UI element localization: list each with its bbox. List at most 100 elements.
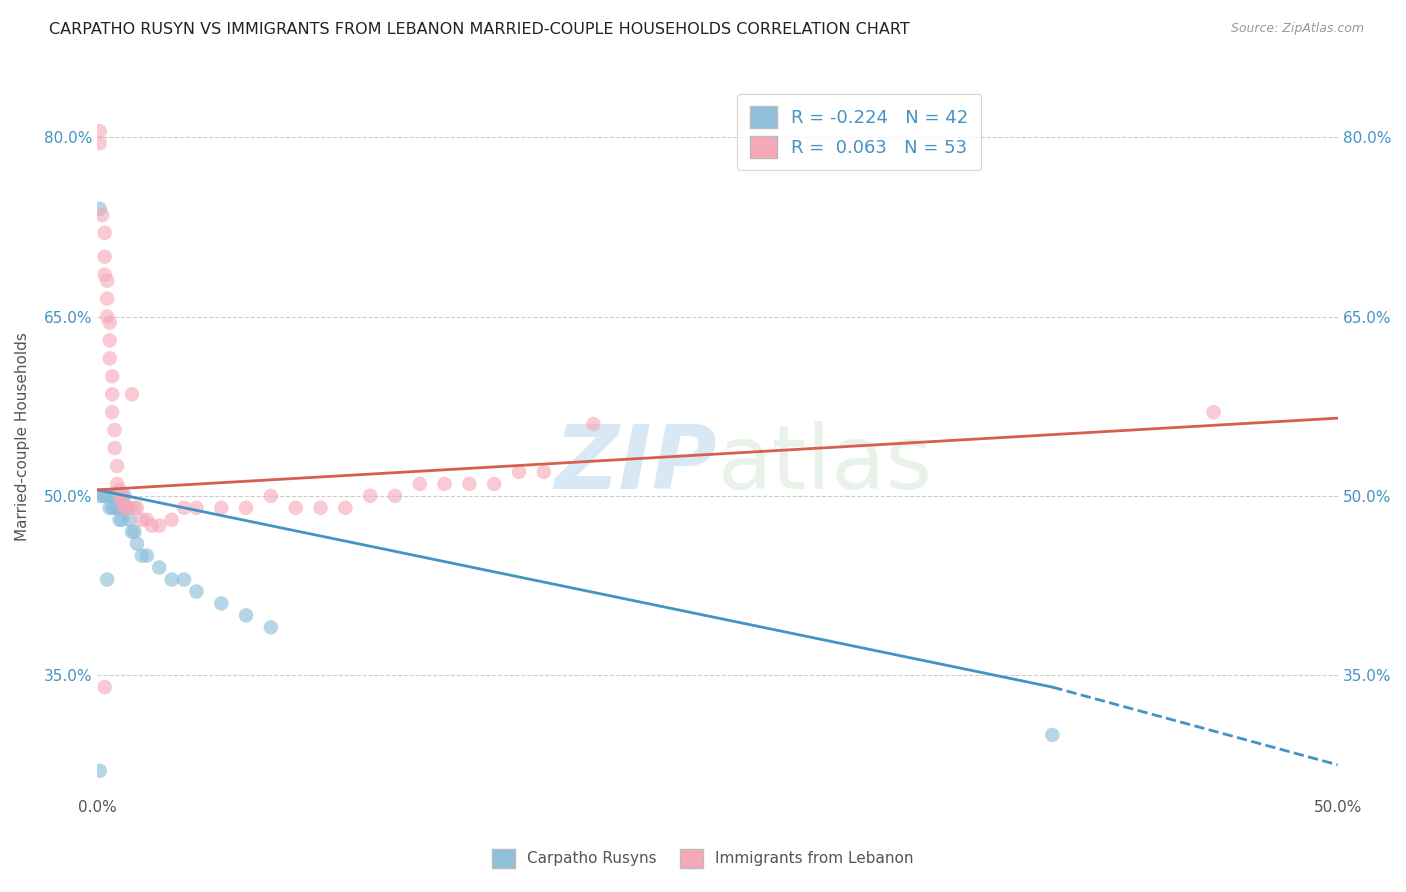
- Point: [101, 489, 124, 503]
- Point: [108, 489, 131, 503]
- Point: [359, 489, 381, 503]
- Point: [111, 500, 134, 515]
- Point: [114, 500, 136, 515]
- Point: [98, 316, 121, 330]
- Point: [89, 489, 111, 503]
- Point: [108, 500, 131, 515]
- Point: [98, 489, 121, 503]
- Point: [125, 536, 148, 550]
- Point: [482, 476, 505, 491]
- Y-axis label: Married-couple Households: Married-couple Households: [15, 332, 30, 541]
- Point: [98, 334, 121, 348]
- Point: [93, 250, 115, 264]
- Point: [209, 596, 232, 610]
- Point: [108, 489, 131, 503]
- Point: [186, 584, 208, 599]
- Point: [533, 465, 555, 479]
- Point: [160, 573, 183, 587]
- Point: [101, 500, 124, 515]
- Point: [111, 513, 134, 527]
- Point: [114, 500, 136, 515]
- Point: [105, 500, 128, 515]
- Point: [433, 476, 456, 491]
- Point: [105, 476, 128, 491]
- Point: [105, 489, 128, 503]
- Point: [1040, 728, 1063, 742]
- Point: [96, 489, 118, 503]
- Point: [458, 476, 481, 491]
- Point: [98, 351, 121, 366]
- Point: [111, 495, 134, 509]
- Point: [98, 489, 121, 503]
- Point: [101, 387, 124, 401]
- Point: [111, 489, 134, 503]
- Point: [101, 489, 124, 503]
- Point: [125, 500, 148, 515]
- Point: [409, 476, 432, 491]
- Point: [108, 483, 131, 497]
- Point: [104, 500, 127, 515]
- Point: [89, 764, 111, 778]
- Point: [104, 441, 127, 455]
- Point: [93, 489, 115, 503]
- Point: [105, 500, 128, 515]
- Point: [309, 500, 332, 515]
- Point: [173, 573, 195, 587]
- Point: [111, 489, 134, 503]
- Point: [148, 518, 170, 533]
- Text: ZIP: ZIP: [555, 421, 717, 508]
- Text: atlas: atlas: [717, 421, 932, 508]
- Point: [115, 500, 138, 515]
- Text: Source: ZipAtlas.com: Source: ZipAtlas.com: [1230, 22, 1364, 36]
- Point: [235, 608, 257, 623]
- Point: [260, 489, 283, 503]
- Point: [121, 524, 143, 539]
- Point: [582, 417, 605, 431]
- Text: CARPATHO RUSYN VS IMMIGRANTS FROM LEBANON MARRIED-COUPLE HOUSEHOLDS CORRELATION : CARPATHO RUSYN VS IMMIGRANTS FROM LEBANO…: [49, 22, 910, 37]
- Point: [91, 208, 114, 222]
- Point: [96, 573, 118, 587]
- Point: [114, 489, 136, 503]
- Point: [131, 549, 153, 563]
- Point: [118, 513, 141, 527]
- Point: [104, 489, 127, 503]
- Point: [121, 387, 143, 401]
- Point: [131, 513, 153, 527]
- Point: [173, 500, 195, 515]
- Point: [1202, 405, 1225, 419]
- Point: [108, 513, 131, 527]
- Legend: Carpatho Rusyns, Immigrants from Lebanon: Carpatho Rusyns, Immigrants from Lebanon: [486, 843, 920, 873]
- Point: [93, 268, 115, 282]
- Point: [135, 549, 157, 563]
- Point: [93, 226, 115, 240]
- Point: [235, 500, 257, 515]
- Point: [93, 680, 115, 694]
- Point: [91, 489, 114, 503]
- Point: [104, 423, 127, 437]
- Point: [260, 620, 283, 634]
- Point: [118, 500, 141, 515]
- Point: [209, 500, 232, 515]
- Point: [508, 465, 530, 479]
- Point: [89, 136, 111, 151]
- Point: [335, 500, 357, 515]
- Legend: R = -0.224   N = 42, R =  0.063   N = 53: R = -0.224 N = 42, R = 0.063 N = 53: [737, 94, 981, 170]
- Point: [101, 369, 124, 384]
- Point: [284, 500, 307, 515]
- Point: [96, 292, 118, 306]
- Point: [96, 310, 118, 324]
- Point: [148, 560, 170, 574]
- Point: [160, 513, 183, 527]
- Point: [115, 500, 138, 515]
- Point: [384, 489, 406, 503]
- Point: [186, 500, 208, 515]
- Point: [104, 489, 127, 503]
- Point: [96, 274, 118, 288]
- Point: [101, 405, 124, 419]
- Point: [124, 500, 146, 515]
- Point: [89, 202, 111, 216]
- Point: [141, 518, 163, 533]
- Point: [135, 513, 157, 527]
- Point: [105, 458, 128, 473]
- Point: [89, 124, 111, 138]
